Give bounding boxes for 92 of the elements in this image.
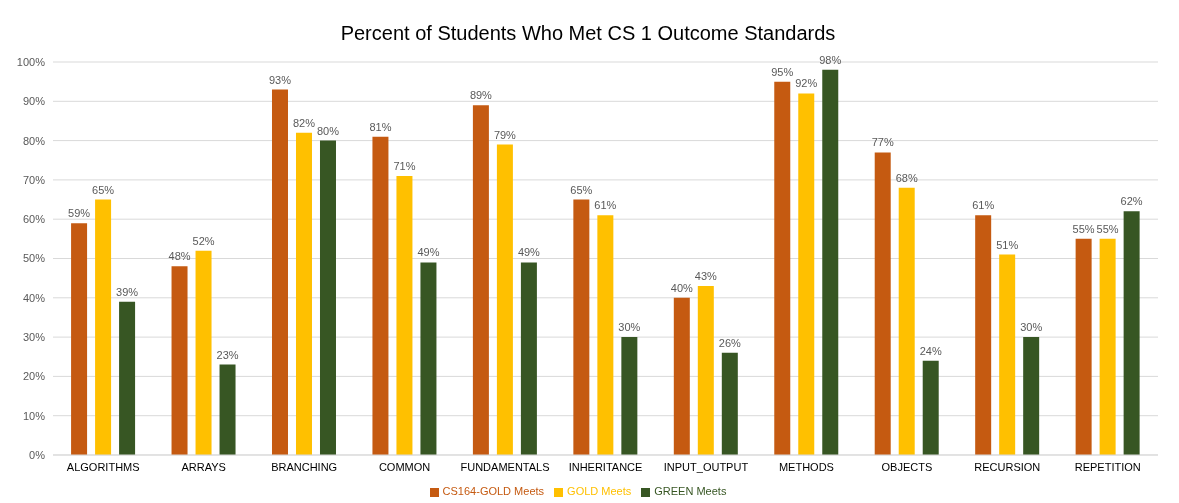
y-tick-label: 40% [22,291,46,304]
bar [119,301,136,455]
data-label: 30% [618,321,641,334]
bar [999,254,1016,455]
x-tick-label: COMMON [378,460,431,473]
bar [822,69,839,455]
data-label: 68% [895,171,918,184]
bar [472,105,489,455]
y-tick-label: 50% [22,252,46,265]
data-label: 61% [972,199,995,212]
x-tick-label: OBJECTS [881,460,933,473]
y-tick-label: 60% [22,213,46,226]
x-tick-label: REPETITION [1074,460,1141,473]
bar [420,262,437,455]
data-label: 98% [819,53,842,66]
legend-label: GREEN Meets [654,485,727,497]
data-label: 55% [1096,222,1119,235]
bar [1075,238,1092,455]
data-label: 82% [292,116,316,129]
data-label: 49% [417,246,440,259]
data-label: 23% [216,348,239,361]
data-label: 93% [268,73,292,86]
bar [621,337,638,455]
bar [922,360,939,455]
data-label: 55% [1072,222,1095,235]
data-label: 79% [493,128,517,141]
bar [597,215,614,455]
bar [372,136,389,455]
bar [673,297,690,455]
y-tick-label: 80% [22,134,46,147]
y-tick-label: 10% [22,409,46,422]
bar [573,199,590,455]
data-label: 62% [1120,195,1143,208]
data-label: 24% [919,344,942,357]
y-tick-label: 30% [22,331,46,344]
bar [1099,238,1116,455]
bar [295,132,312,455]
bar [721,352,738,455]
legend-label: CS164-GOLD Meets [442,485,545,497]
x-tick-label: INPUT_OUTPUT [663,460,749,473]
bar [798,93,815,455]
bar [1023,337,1040,455]
data-label: 39% [116,285,139,298]
data-label: 71% [393,159,416,172]
data-label: 30% [1020,321,1043,334]
bar [496,144,513,455]
data-label: 89% [469,89,493,102]
data-label: 49% [517,246,541,259]
bar [898,187,915,455]
x-tick-label: FUNDAMENTALS [460,460,550,473]
x-tick-label: INHERITANCE [568,460,643,473]
bar [319,140,336,455]
data-label: 51% [996,238,1019,251]
y-tick-label: 100% [16,55,46,68]
bar [874,152,891,455]
data-label: 77% [871,136,894,149]
data-label: 26% [718,336,742,349]
bar [271,89,288,455]
data-label: 65% [570,183,593,196]
data-label: 95% [771,65,794,78]
bar [774,81,791,455]
bar [171,266,188,455]
data-label: 43% [694,270,718,283]
bar [195,250,212,455]
legend-label: GOLD Meets [567,485,632,497]
data-label: 80% [316,124,340,137]
y-tick-label: 20% [22,370,46,383]
data-label: 92% [795,77,818,90]
x-tick-label: BRANCHING [271,460,338,473]
x-tick-label: ALGORITHMS [66,460,140,473]
bar [396,175,413,455]
data-label: 81% [369,120,392,133]
y-tick-label: 90% [22,95,46,108]
data-label: 61% [594,199,617,212]
data-label: 48% [168,250,191,263]
x-tick-label: ARRAYS [181,460,226,473]
bar [520,262,537,455]
x-tick-label: RECURSION [974,460,1041,473]
bar [975,215,992,455]
bar [697,286,714,455]
data-label: 40% [670,281,694,294]
chart-title: Percent of Students Who Met CS 1 Outcome Standards [339,21,837,46]
data-label: 59% [68,207,91,220]
bar [1123,211,1140,455]
y-tick-label: 0% [29,448,46,461]
bar [95,199,112,455]
data-label: 52% [192,234,215,247]
x-tick-label: METHODS [778,460,834,473]
data-label: 65% [92,183,115,196]
bar [71,223,88,455]
y-tick-label: 70% [22,173,46,186]
bar [219,364,236,455]
